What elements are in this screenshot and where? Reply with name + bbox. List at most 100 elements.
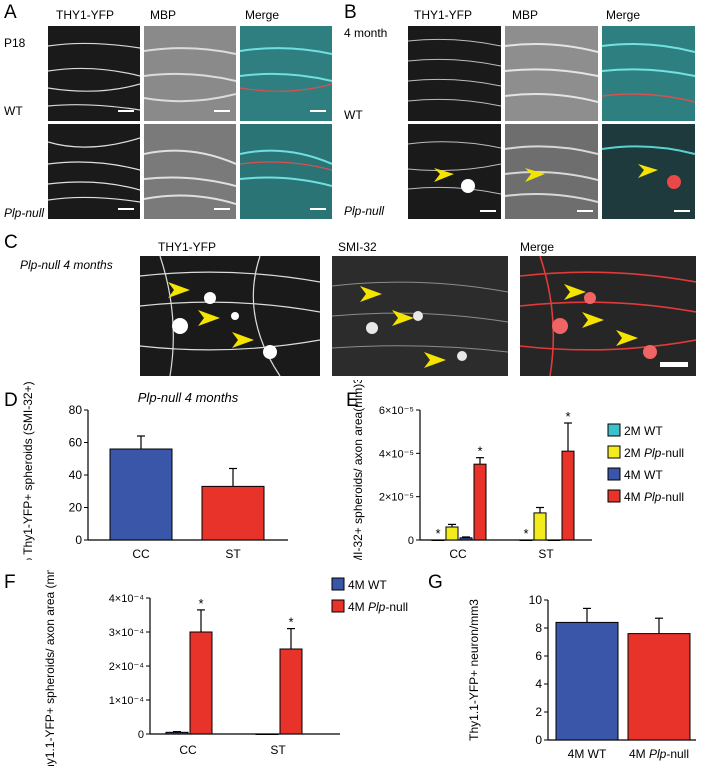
bar [555,621,619,741]
legend-label: 2M Plp-null [624,446,684,460]
x-tick-label: CC [449,547,467,560]
bar [279,648,303,735]
x-tick-label: 4M WT [568,747,607,761]
micrograph-b-mbp-wt [505,26,598,121]
row-label-plp-null: Plp-null [4,206,45,220]
micrograph-a-mbp-wt [144,26,236,121]
y-tick-label: 0 [138,729,144,741]
bar [627,633,691,741]
bar [473,463,487,541]
legend-swatch [607,489,621,503]
legend-swatch [607,423,621,437]
condition-label: Plp-null 4 months [20,258,113,272]
x-tick-label: ST [538,547,554,560]
y-tick-label: 2×10⁻⁵ [379,492,414,504]
bar [445,526,459,541]
x-tick-label: ST [225,547,241,560]
bar [519,539,533,541]
y-tick-label: 0 [408,535,414,547]
y-tick-label: 6×10⁻⁵ [379,405,414,417]
chart-f: 0 1×10⁻⁴ 2×10⁻⁴ 3×10⁻⁴ 4×10⁻⁴ Thy1.1-YFP+ sph… [43,570,408,766]
bar [109,448,173,541]
col-label-merge: Merge [520,240,555,254]
col-label-merge: Merge [245,8,280,22]
micrograph-b-mbp-plp [505,124,598,219]
col-label-thy1-yfp: THY1-YFP [56,8,115,22]
micrograph-b-merge-plp [602,124,695,219]
row-label-plp-null: Plp-null [344,204,385,218]
bar [255,733,279,735]
y-tick-label: 0 [75,533,82,547]
bar [561,450,575,541]
bar [459,537,473,541]
significance-star: * [523,526,528,541]
bar [201,485,265,541]
legend-label: 4M Plp-null [348,600,408,614]
col-label-mbp: MBP [150,8,177,22]
micrograph-c-smi32 [332,256,508,376]
micrograph-a-merge-wt [240,26,332,121]
y-tick-label: 4×10⁻⁴ [109,593,145,605]
significance-star: * [565,409,570,424]
y-axis-label: Thy1.1-YFP+ spheroids/ axon area (mm3) [43,570,57,766]
chart-d: 0 20 40 60 80 Plp-null 4 months % Thy1-YFP+ sp… [21,381,288,560]
y-tick-label: 60 [69,436,83,450]
legend-swatch [607,467,621,481]
y-tick-label: 10 [529,593,543,607]
micrograph-a-mbp-plp [144,124,236,219]
bar [189,631,213,735]
panel-label-b: B [344,2,357,23]
x-tick-label: 4M Plp-null [629,747,689,761]
panel-label-a: A [4,2,17,23]
y-tick-label: 80 [69,403,83,417]
y-tick-label: 8 [535,621,542,635]
col-label-smi-32: SMI-32 [338,240,377,254]
panel-label-e: E [346,390,359,411]
y-axis-label: % Thy1-YFP+ spheroids (SMI-32+) [21,381,35,560]
micrograph-a-merge-plp [240,124,332,219]
bar [165,731,189,735]
y-axis-label: Thy1.1-YFP+ neuron/mm3 [467,599,481,741]
y-tick-label: 4 [535,677,542,691]
y-tick-label: 40 [69,468,83,482]
y-tick-label: 4×10⁻⁵ [379,448,414,460]
significance-star: * [477,444,482,459]
bar [547,539,561,541]
panel-label-g: G [428,572,443,593]
col-label-mbp: MBP [512,8,539,22]
row-label-wt: WT [4,104,23,118]
micrograph-b-thy1-wt [408,26,501,121]
chart-g: 0 2 4 6 8 10 Thy1.1-YFP+ neuron/mm3 4M WT 4M Plp… [467,593,696,761]
y-tick-label: 2 [535,705,542,719]
y-tick-label: 0 [535,733,542,747]
legend-swatch [331,599,345,613]
micrograph-c-thy1 [140,256,320,376]
row-label-age: P18 [4,36,26,50]
significance-star: * [288,615,293,630]
legend-swatch [607,445,621,459]
micrograph-c-merge [520,256,696,376]
bar [533,512,547,541]
x-tick-label: CC [179,743,197,757]
chart-title: Plp-null 4 months [138,390,239,405]
bar [431,539,445,541]
legend-label: 4M WT [624,468,663,482]
y-tick-label: 6 [535,649,542,663]
y-tick-label: 3×10⁻⁴ [109,627,145,639]
row-label-age: 4 month [344,26,388,40]
col-label-thy1-yfp: THY1-YFP [414,8,473,22]
micrograph-b-merge-wt [602,26,695,121]
legend-label: 4M Plp-null [624,490,684,504]
y-axis-label: SMI-32+ spheroids/ axon area(mm)3 [351,380,365,560]
micrograph-b-thy1-plp [408,124,501,219]
chart-e: 0 2×10⁻⁵ 4×10⁻⁵ 6×10⁻⁵ SMI-32+ spheroids/ ax… [351,380,684,560]
x-tick-label: CC [132,547,150,560]
col-label-merge: Merge [606,8,641,22]
x-tick-label: ST [270,743,286,757]
panel-label-c: C [4,232,18,253]
row-label-wt: WT [344,108,363,122]
legend-label: 4M WT [348,578,387,592]
y-tick-label: 1×10⁻⁴ [109,695,145,707]
panel-label-d: D [4,390,18,411]
legend-swatch [331,577,345,591]
